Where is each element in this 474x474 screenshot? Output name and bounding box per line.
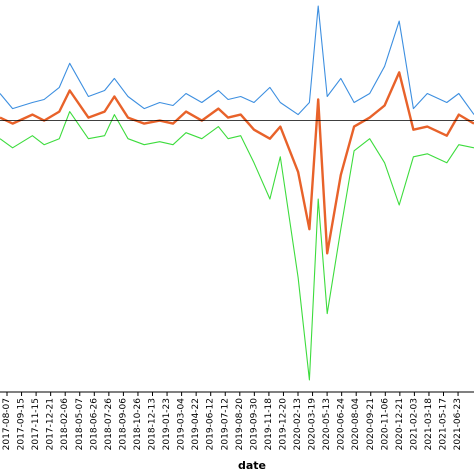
x-tick-label: 2017-12-21	[46, 398, 56, 450]
x-tick-label: 2018-07-26	[104, 398, 114, 451]
x-tick-label: 2017-11-15	[31, 398, 41, 450]
x-tick-label: 2021-05-17	[439, 398, 449, 450]
x-tick-label: 2018-06-26	[89, 398, 99, 451]
lower-series-line	[0, 111, 474, 381]
x-axis-label: date	[238, 459, 266, 472]
x-tick-label: 2020-11-06	[380, 398, 390, 451]
x-tick-label: 2021-03-18	[424, 398, 434, 451]
x-tick-label: 2019-01-23	[162, 398, 172, 450]
x-tick-label: 2018-09-06	[118, 398, 128, 451]
x-tick-label: 2019-07-12	[220, 398, 230, 450]
x-tick-label: 2019-04-22	[191, 398, 201, 450]
series-layer	[0, 5, 474, 381]
x-tick-label: 2021-02-03	[409, 398, 419, 450]
x-tick-label: 2020-05-13	[322, 398, 332, 450]
x-tick-label: 2020-06-24	[337, 398, 347, 451]
x-tick-label: 2019-08-20	[235, 398, 245, 451]
x-tick-label: 2019-03-04	[177, 398, 187, 451]
x-tick-label: 2018-10-26	[133, 398, 143, 451]
middle-series-line	[0, 71, 474, 255]
x-tick-label: 2019-12-20	[278, 398, 288, 451]
x-tick-label: 2017-08-07	[2, 398, 12, 450]
x-tick-label: 2019-09-30	[249, 398, 259, 451]
x-tick-label: 2018-12-13	[148, 398, 158, 450]
x-tick-label: 2017-09-15	[17, 398, 27, 450]
x-tick-label: 2020-02-13	[293, 398, 303, 450]
x-tick-label: 2021-06-23	[453, 398, 463, 450]
x-tick-label: 2020-03-19	[308, 398, 318, 451]
x-tick-label: 2018-05-07	[75, 398, 85, 450]
x-tick-label: 2018-02-06	[60, 398, 70, 451]
x-tick-label: 2019-06-12	[206, 398, 216, 450]
x-tick-label: 2020-12-21	[395, 398, 405, 450]
upper-series-line	[0, 5, 474, 116]
x-axis-ticks: 2017-08-07 2017-09-15 2017-11-15 2017-12-21…	[2, 392, 463, 450]
x-tick-label: 2020-09-21	[366, 398, 376, 450]
x-tick-label: 2019-11-18	[264, 398, 274, 451]
x-tick-label: 2020-08-04	[351, 398, 361, 451]
